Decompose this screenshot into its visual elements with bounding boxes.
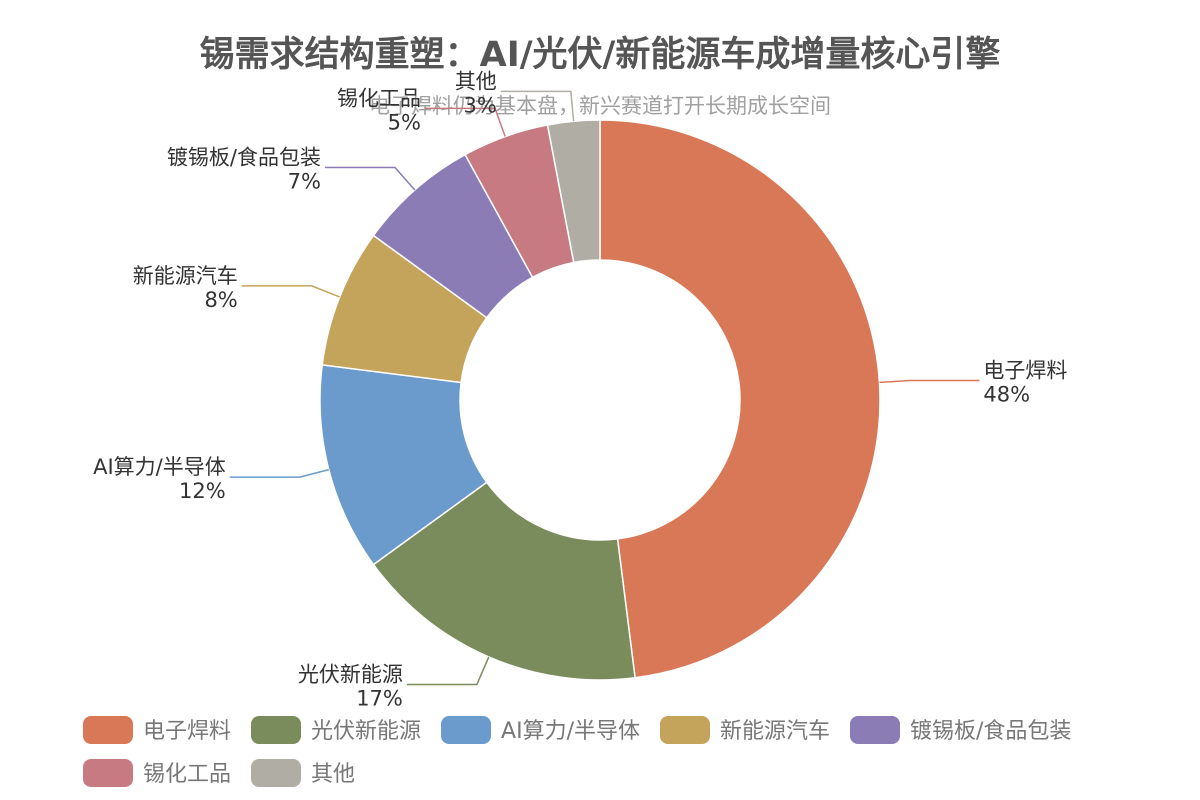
slice-label-name-6: 锡化工品	[337, 86, 421, 110]
chart-title: 锡需求结构重塑：AI/光伏/新能源车成增量核心引擎	[200, 35, 1001, 75]
slice-label-name-4: 新能源汽车	[133, 264, 238, 288]
legend-label-1: 电子焊料	[143, 719, 231, 744]
legend-label-4: 新能源汽车	[720, 719, 830, 744]
legend-swatch-5	[850, 716, 900, 744]
legend-label-6: 锡化工品	[143, 762, 231, 787]
legend-swatch-6	[83, 759, 133, 787]
leader-line-5	[324, 166, 416, 191]
leader-line-2	[406, 656, 490, 686]
leader-line-3	[229, 468, 329, 478]
legend-item-5[interactable]: 镀锡板/食品包装	[850, 716, 1071, 744]
slice-1[interactable]	[599, 119, 881, 679]
slice-label-value-4: 8%	[204, 288, 237, 312]
legend-swatch-2	[251, 716, 302, 744]
legend-label-7: 其他	[311, 762, 355, 787]
legend-item-1[interactable]: 电子焊料	[83, 716, 231, 744]
legend-item-2[interactable]: 光伏新能源	[251, 716, 421, 744]
slice-2[interactable]	[372, 481, 636, 681]
legend-swatch-4	[659, 716, 710, 744]
slice-label-value-7: 3%	[463, 93, 496, 117]
slice-label-name-2: 光伏新能源	[298, 663, 403, 687]
legend-item-7[interactable]: 其他	[251, 759, 355, 787]
chart-subtitle: 电子焊料仍为基本盘，新兴赛道打开长期成长空间	[369, 94, 831, 118]
legend-item-6[interactable]: 锡化工品	[83, 759, 231, 787]
slice-3[interactable]	[319, 364, 488, 566]
slice-7[interactable]	[546, 119, 601, 264]
slice-label-value-1: 48%	[983, 383, 1030, 407]
legend-label-3: AI算力/半导体	[501, 719, 640, 744]
legend-label-2: 光伏新能源	[311, 719, 421, 744]
leader-line-1	[879, 379, 980, 384]
slice-label-value-6: 5%	[388, 110, 421, 134]
legend-swatch-1	[83, 716, 133, 744]
slices-group	[319, 119, 881, 681]
leader-line-7	[500, 90, 575, 122]
legend-swatch-3	[441, 716, 492, 744]
slice-label-name-5: 镀锡板/食品包装	[167, 145, 321, 169]
legend-swatch-7	[251, 759, 302, 787]
slice-label-value-3: 12%	[179, 479, 226, 503]
slice-label-name-7: 其他	[455, 69, 497, 93]
slice-label-value-2: 17%	[356, 687, 403, 711]
leader-line-6	[424, 107, 506, 137]
legend-item-4[interactable]: 新能源汽车	[659, 716, 830, 744]
slice-label-name-3: AI算力/半导体	[93, 455, 226, 479]
legend-label-5: 镀锡板/食品包装	[910, 719, 1071, 744]
leader-line-4	[241, 285, 340, 298]
slice-label-name-1: 电子焊料	[983, 359, 1067, 383]
slice-label-value-5: 7%	[288, 169, 321, 193]
legend-item-3[interactable]: AI算力/半导体	[441, 716, 640, 744]
